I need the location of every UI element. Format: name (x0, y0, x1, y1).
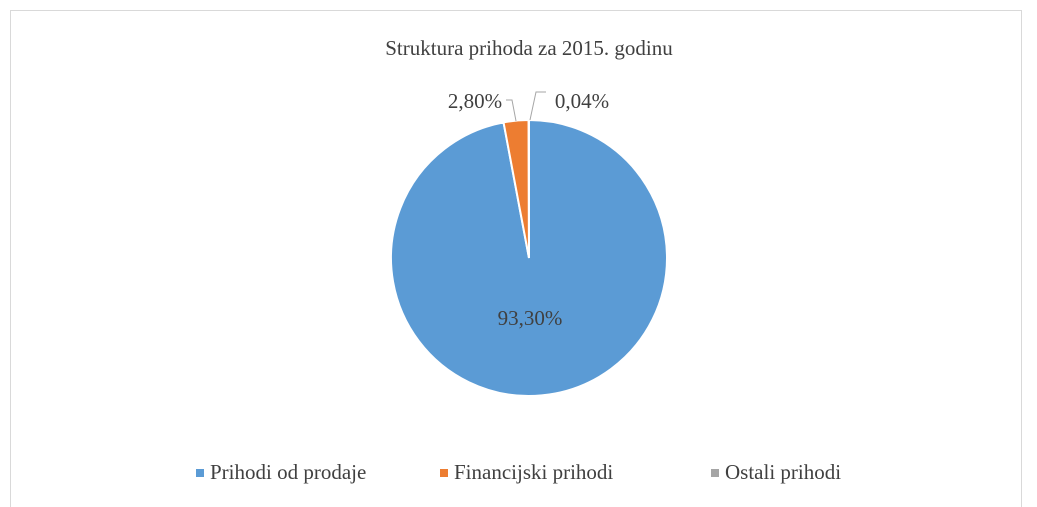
leader-line (506, 99, 517, 122)
leader-line (529, 91, 546, 121)
legend-label: Ostali prihodi (725, 460, 841, 484)
legend-marker (711, 469, 719, 477)
data-label: 2,80% (448, 89, 502, 113)
data-label: 93,30% (498, 306, 563, 330)
data-label: 0,04% (555, 89, 609, 113)
legend-marker (196, 469, 204, 477)
chart-title: Struktura prihoda za 2015. godinu (385, 36, 673, 60)
legend-marker (440, 469, 448, 477)
legend-label: Prihodi od prodaje (210, 460, 366, 484)
legend-label: Financijski prihodi (454, 460, 613, 484)
